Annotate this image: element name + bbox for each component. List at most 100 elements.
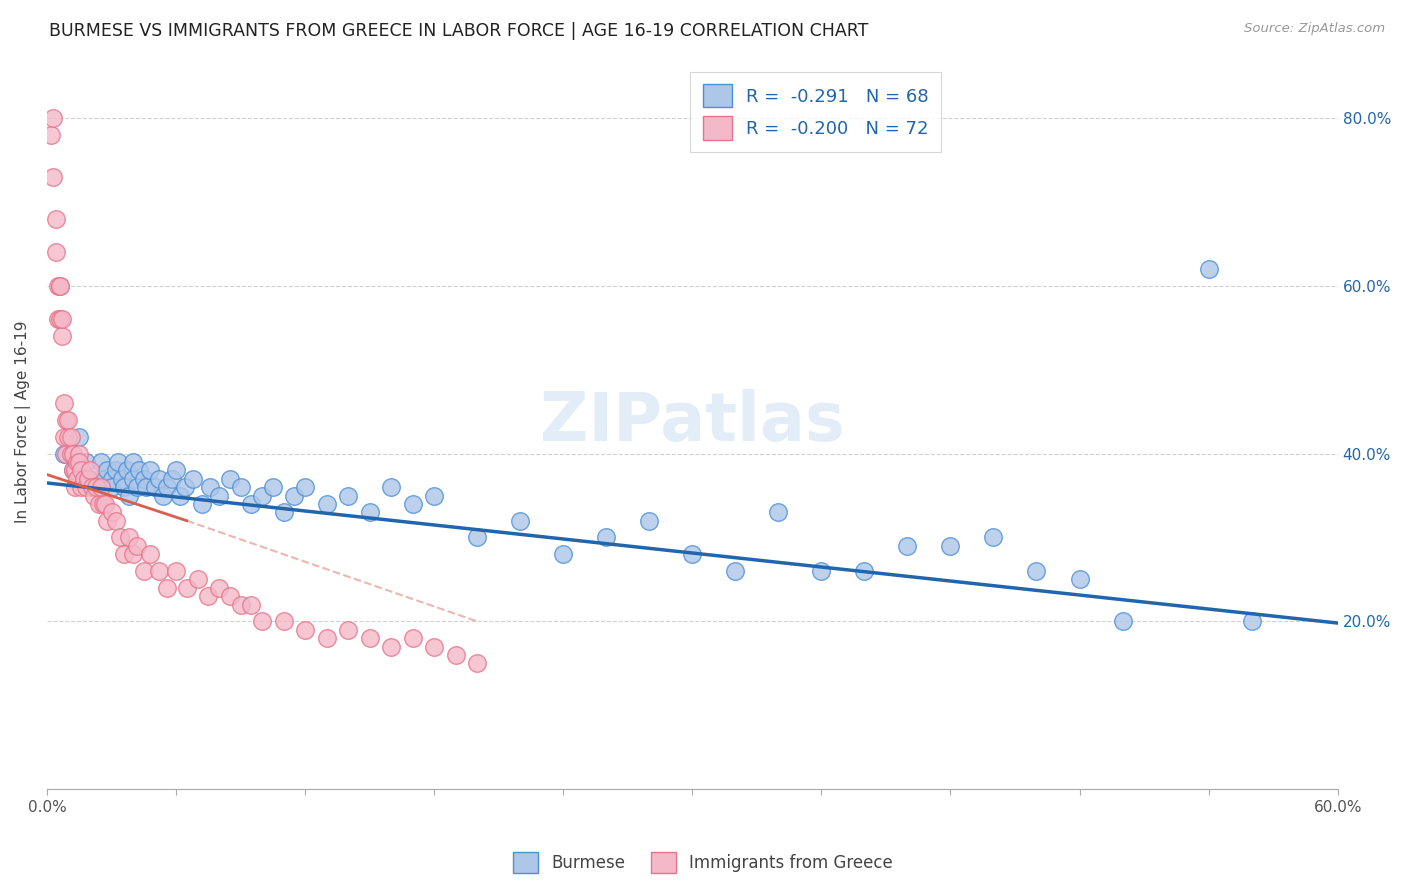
Point [160,472,183,486]
Point [90,480,112,494]
Point [67,455,90,469]
Point [509,514,531,528]
Point [46,312,69,326]
Point [104,514,127,528]
Point [70,463,93,477]
Point [45,211,67,226]
Point [115,463,138,477]
Point [165,463,187,477]
Point [49,278,72,293]
Point [315,631,337,645]
Point [72,472,94,486]
Point [152,489,174,503]
Point [39,128,62,142]
Point [55,413,77,427]
Point [100,505,122,519]
Point [173,480,195,494]
Point [208,581,231,595]
Point [380,640,402,654]
Point [42,169,65,184]
Point [67,447,90,461]
Point [983,531,1005,545]
Point [283,489,305,503]
Point [63,463,86,477]
Point [240,598,263,612]
Point [53,430,76,444]
Point [380,480,402,494]
Point [200,480,222,494]
Point [229,598,252,612]
Text: ZIPatlas: ZIPatlas [540,389,845,455]
Point [148,564,170,578]
Point [1025,564,1047,578]
Point [1111,615,1133,629]
Point [139,547,162,561]
Point [132,564,155,578]
Legend: Burmese, Immigrants from Greece: Burmese, Immigrants from Greece [506,846,900,880]
Point [638,514,661,528]
Point [90,472,112,486]
Point [143,480,166,494]
Point [1240,615,1263,629]
Legend: R =  -0.291   N = 68, R =  -0.200   N = 72: R = -0.291 N = 68, R = -0.200 N = 72 [690,71,942,153]
Point [315,497,337,511]
Point [91,497,114,511]
Point [122,472,145,486]
Point [187,573,209,587]
Point [82,480,104,494]
Point [191,497,214,511]
Point [107,455,129,469]
Point [218,472,240,486]
Point [553,547,575,561]
Point [45,245,67,260]
Point [465,657,488,671]
Point [208,489,231,503]
Point [111,472,134,486]
Point [46,278,69,293]
Point [67,430,90,444]
Point [273,615,295,629]
Point [681,547,703,561]
Point [423,489,446,503]
Point [724,564,747,578]
Point [127,539,149,553]
Point [294,623,316,637]
Point [853,564,876,578]
Point [63,480,86,494]
Point [595,531,617,545]
Point [87,497,110,511]
Point [66,472,89,486]
Point [118,531,141,545]
Point [49,278,72,293]
Point [156,480,179,494]
Text: BURMESE VS IMMIGRANTS FROM GREECE IN LABOR FORCE | AGE 16-19 CORRELATION CHART: BURMESE VS IMMIGRANTS FROM GREECE IN LAB… [49,22,869,40]
Point [75,480,97,494]
Point [66,455,89,469]
Point [465,531,488,545]
Point [810,564,832,578]
Point [108,531,131,545]
Point [181,472,204,486]
Point [939,539,962,553]
Point [86,480,108,494]
Point [79,463,101,477]
Point [58,430,80,444]
Point [132,472,155,486]
Point [359,505,381,519]
Point [337,623,360,637]
Y-axis label: In Labor Force | Age 16-19: In Labor Force | Age 16-19 [15,321,31,524]
Point [768,505,790,519]
Point [122,547,145,561]
Point [76,472,98,486]
Point [197,589,219,603]
Point [1069,573,1091,587]
Point [169,489,191,503]
Point [90,455,112,469]
Point [229,480,252,494]
Point [176,581,198,595]
Point [96,514,118,528]
Point [49,312,72,326]
Point [122,455,145,469]
Point [100,480,122,494]
Point [59,430,82,444]
